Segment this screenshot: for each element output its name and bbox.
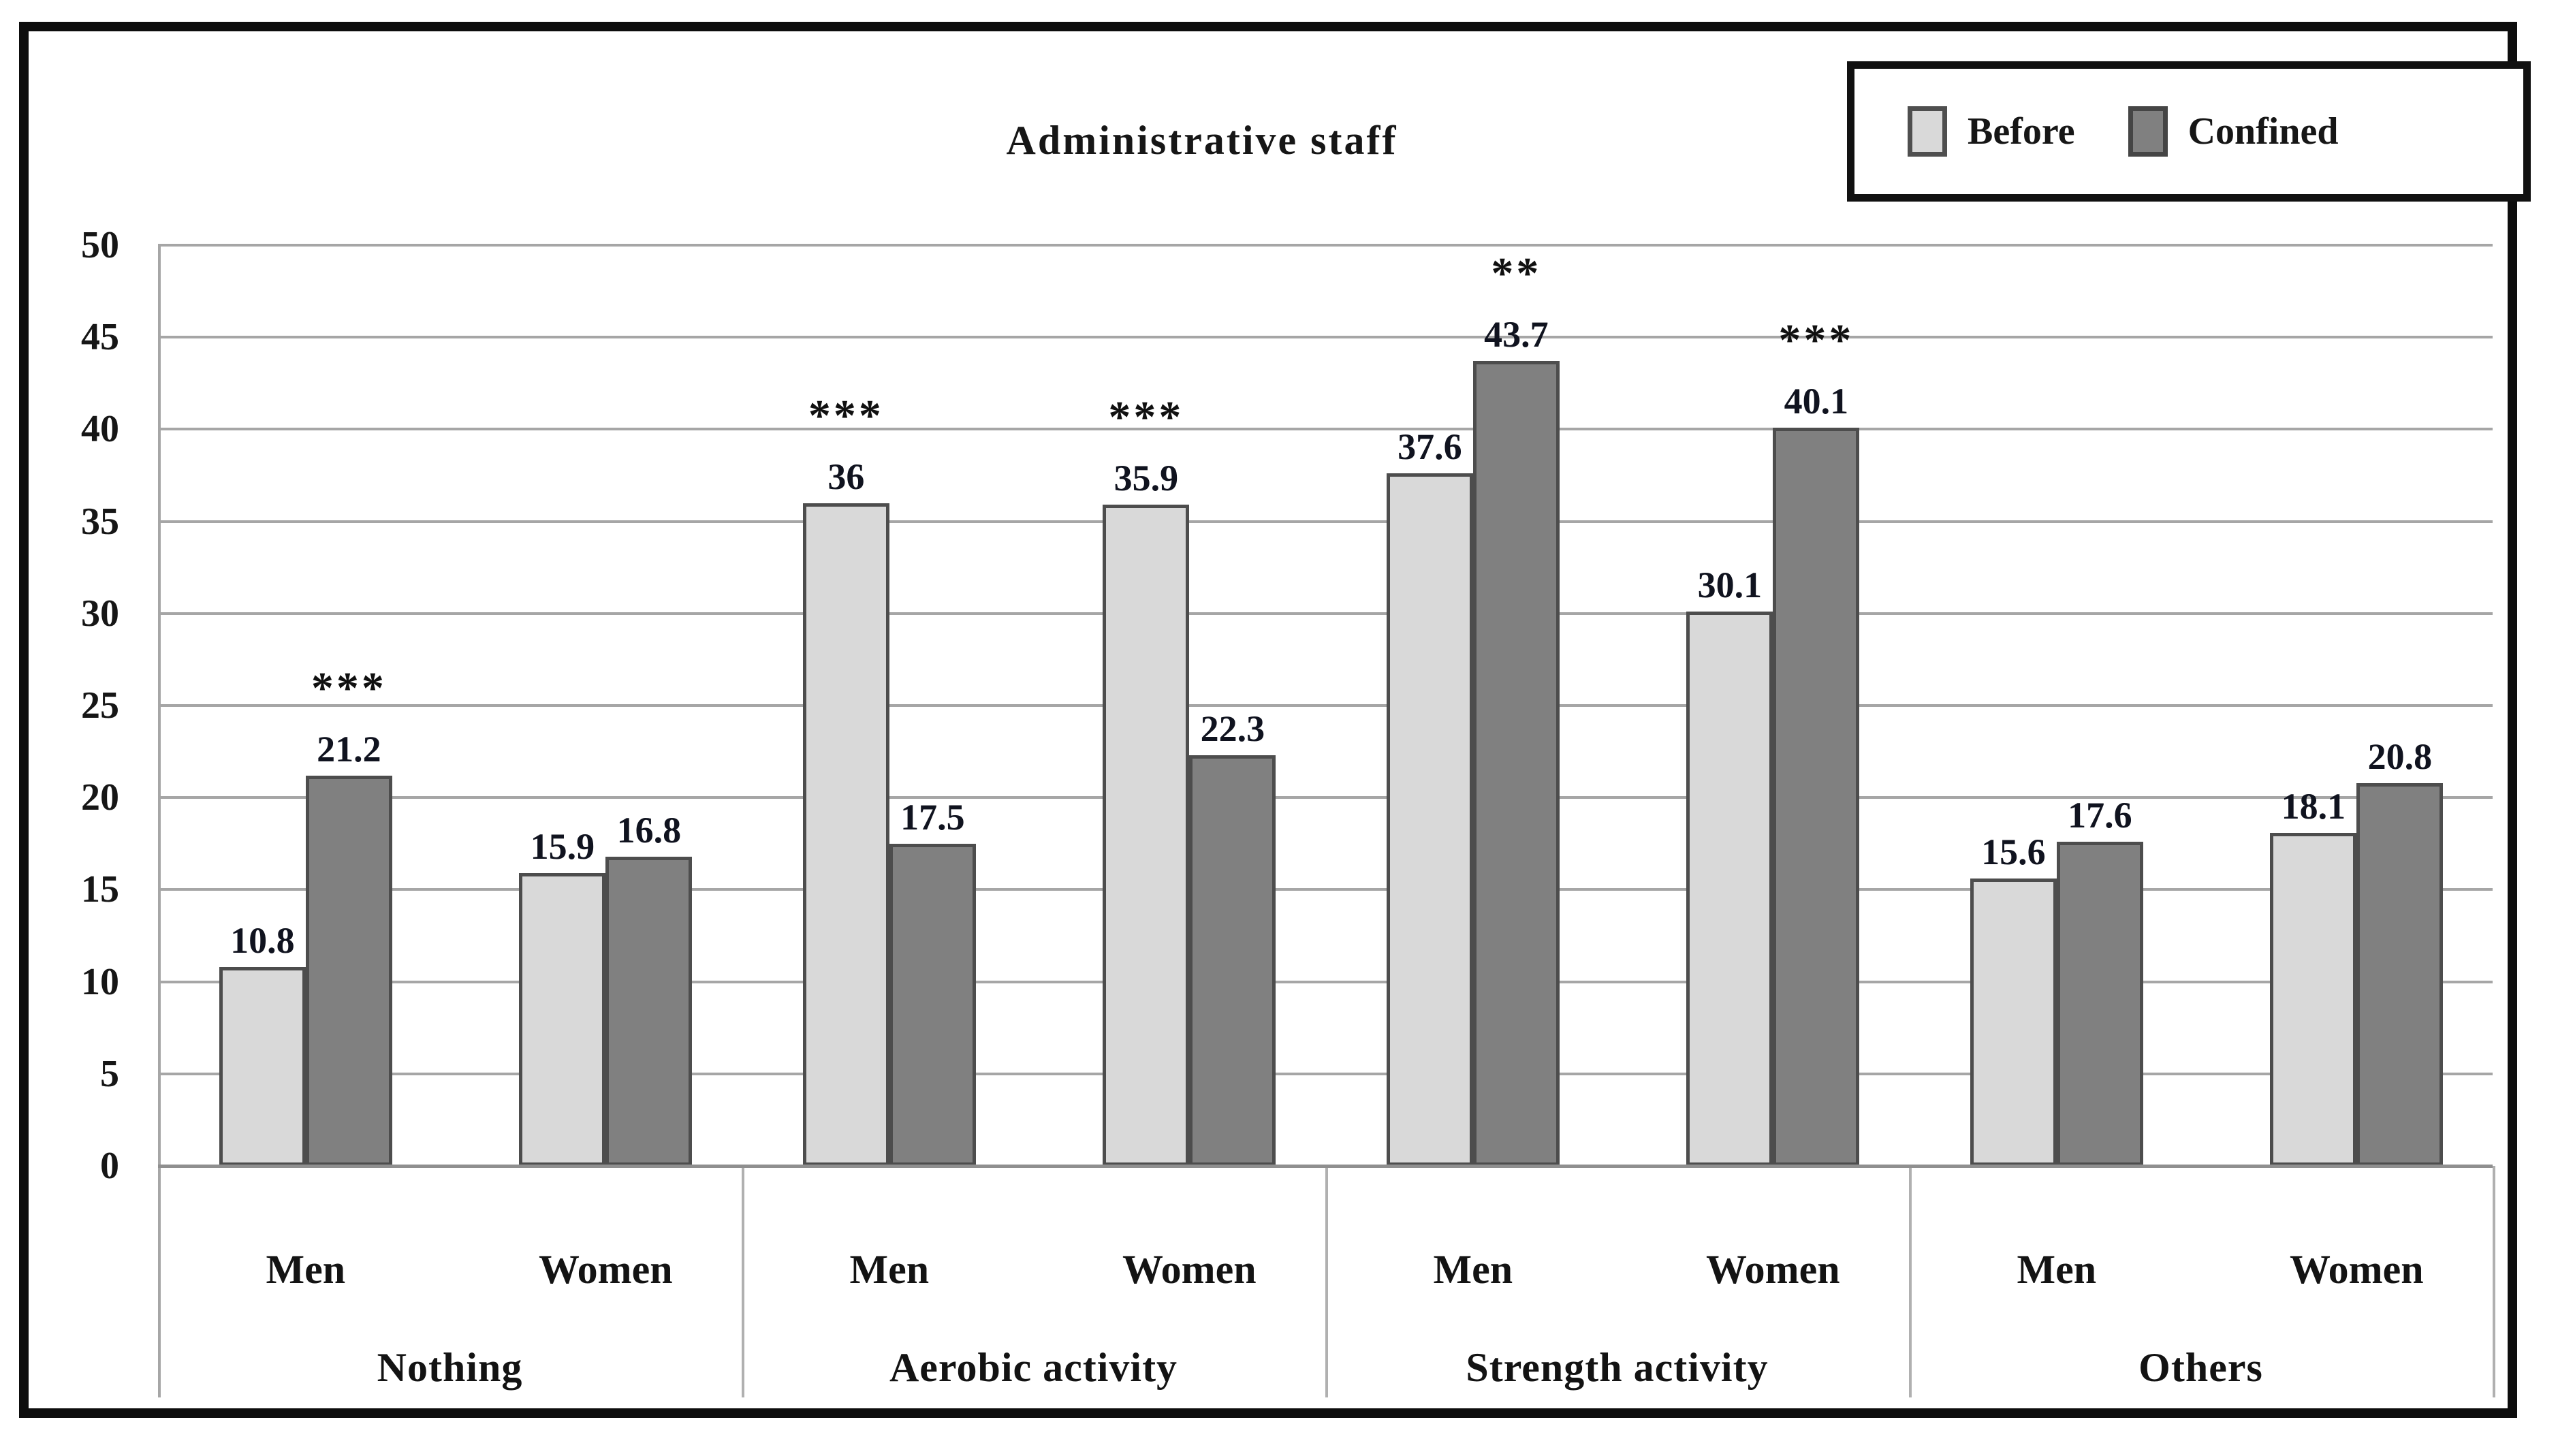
bar-confined <box>2056 842 2143 1166</box>
x-sublabel-men: Men <box>1433 1247 1513 1292</box>
category-divider <box>1909 1166 1912 1397</box>
bar-value-label: 15.9 <box>530 826 595 868</box>
gridline-35 <box>158 520 2493 523</box>
x-group-label: Others <box>2138 1345 2263 1390</box>
bar-value-label: 16.8 <box>616 809 682 851</box>
x-group-label: Strength activity <box>1466 1345 1769 1390</box>
y-tick-40: 40 <box>81 408 119 451</box>
x-sublabel-men: Men <box>849 1247 930 1292</box>
chart-title: Administrative staff <box>1006 118 1398 163</box>
legend-item-before: Before <box>1908 106 2075 157</box>
bar-value-label: 30.1 <box>1697 565 1763 606</box>
bar-confined <box>1773 427 1860 1166</box>
gridline-5 <box>158 1072 2493 1075</box>
bar-value-label: 36 <box>827 456 865 497</box>
significance-marker: *** <box>1778 315 1854 365</box>
bar-confined <box>305 775 392 1166</box>
significance-marker: *** <box>808 390 884 441</box>
legend-box: Before Confined <box>1847 61 2531 202</box>
significance-marker: ** <box>1491 249 1542 299</box>
x-sublabel-women: Women <box>1705 1247 1840 1292</box>
bar-value-label: 18.1 <box>2281 785 2346 827</box>
y-tick-35: 35 <box>81 500 119 543</box>
bar-value-label: 20.8 <box>2367 735 2433 777</box>
bar-confined <box>605 856 693 1166</box>
category-divider <box>1325 1166 1328 1397</box>
bar-before <box>2270 832 2357 1166</box>
bar-confined <box>1472 361 1560 1166</box>
y-tick-45: 45 <box>81 316 119 359</box>
y-tick-30: 30 <box>81 592 119 635</box>
bar-value-label: 10.8 <box>230 919 295 961</box>
bar-before <box>802 503 889 1166</box>
bar-before <box>1103 505 1190 1166</box>
x-group-label: Nothing <box>377 1345 523 1390</box>
gridline-25 <box>158 704 2493 707</box>
gridline-20 <box>158 796 2493 800</box>
y-tick-0: 0 <box>100 1145 119 1187</box>
category-divider <box>742 1166 744 1397</box>
category-divider <box>2493 1166 2495 1397</box>
confined-swatch-icon <box>2128 106 2168 157</box>
legend-label-before: Before <box>1968 110 2075 153</box>
legend-item-confined: Confined <box>2128 106 2339 157</box>
before-swatch-icon <box>1908 106 1947 157</box>
y-tick-15: 15 <box>81 868 119 911</box>
bar-value-label: 22.3 <box>1200 708 1265 749</box>
bar-value-label: 21.2 <box>317 728 381 770</box>
significance-marker: *** <box>1108 392 1184 443</box>
figure-border <box>19 22 2517 1418</box>
bar-value-label: 40.1 <box>1784 380 1849 422</box>
bar-confined <box>1189 755 1276 1166</box>
gridline-10 <box>158 980 2493 983</box>
x-axis-line <box>158 1165 2493 1168</box>
bar-value-label: 17.5 <box>900 796 965 838</box>
bar-value-label: 35.9 <box>1114 458 1179 499</box>
x-sublabel-women: Women <box>1122 1247 1257 1292</box>
y-tick-25: 25 <box>81 684 119 727</box>
x-sublabel-men: Men <box>2017 1247 2097 1292</box>
bar-confined <box>889 843 976 1166</box>
bar-value-label: 43.7 <box>1484 314 1549 355</box>
x-sublabel-men: Men <box>266 1247 346 1292</box>
legend-label-confined: Confined <box>2188 110 2339 153</box>
bar-value-label: 17.6 <box>2068 795 2132 836</box>
significance-marker: *** <box>311 663 387 713</box>
gridline-45 <box>158 336 2493 339</box>
bar-before <box>1686 612 1773 1166</box>
bar-before <box>519 873 606 1166</box>
gridline-50 <box>158 244 2493 247</box>
bar-confined <box>2356 782 2444 1166</box>
y-tick-10: 10 <box>81 960 119 1003</box>
y-tick-20: 20 <box>81 776 119 819</box>
bar-before <box>219 966 306 1166</box>
bar-before <box>1386 473 1473 1166</box>
y-tick-50: 50 <box>81 224 119 266</box>
bar-value-label: 37.6 <box>1398 426 1462 468</box>
bar-before <box>1970 879 2057 1166</box>
x-sublabel-women: Women <box>2289 1247 2424 1292</box>
y-tick-5: 5 <box>100 1052 119 1095</box>
gridline-40 <box>158 428 2493 431</box>
bar-value-label: 15.6 <box>1981 832 2046 873</box>
x-sublabel-women: Women <box>538 1247 673 1292</box>
y-axis-line <box>158 245 161 1397</box>
x-group-label: Aerobic activity <box>889 1345 1178 1390</box>
gridline-15 <box>158 888 2493 891</box>
gridline-30 <box>158 612 2493 615</box>
